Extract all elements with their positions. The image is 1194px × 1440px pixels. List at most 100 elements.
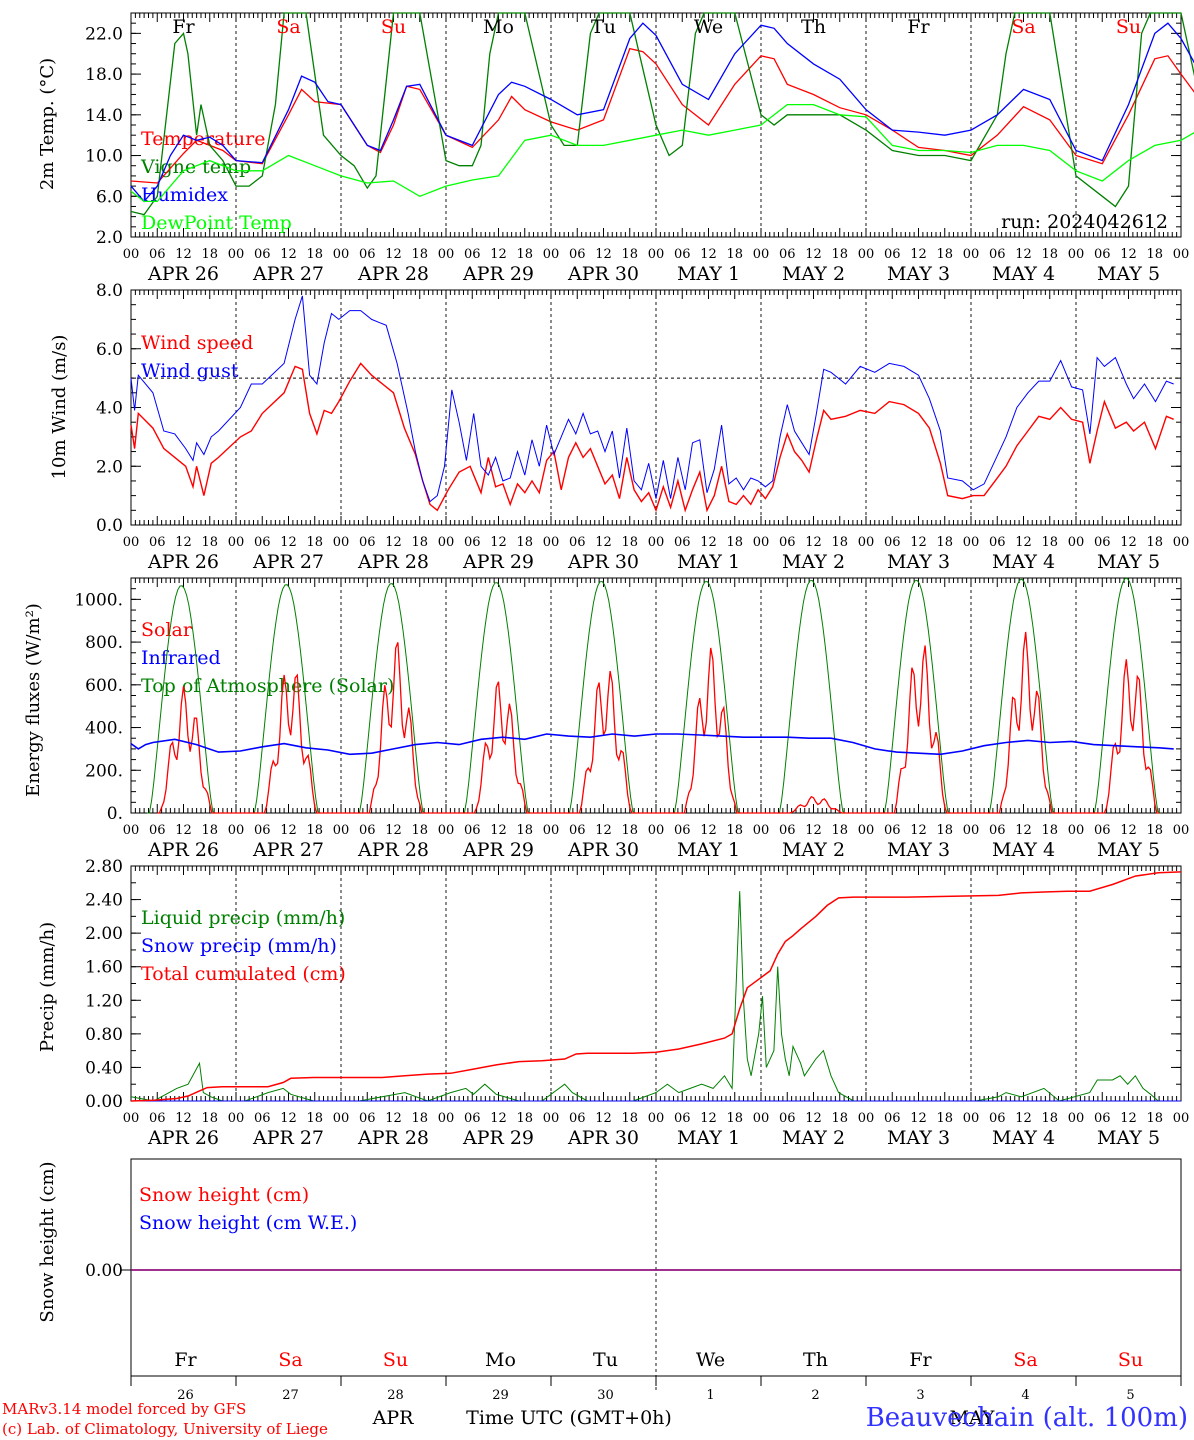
- hour-tick-label: 06: [779, 1111, 796, 1126]
- hour-tick-label: 18: [411, 823, 428, 838]
- hour-tick-label: 06: [149, 247, 166, 262]
- hour-tick-label: 00: [123, 823, 140, 838]
- date-tick-label: APR 29: [462, 263, 534, 285]
- hour-tick-label: 06: [464, 823, 481, 838]
- hour-tick-label: 12: [280, 535, 297, 550]
- hour-tick-label: 18: [831, 823, 848, 838]
- hour-tick-label: 12: [910, 1111, 927, 1126]
- date-tick-label: MAY 5: [1097, 839, 1160, 861]
- hour-tick-label: 12: [490, 1111, 507, 1126]
- hour-tick-label: 06: [674, 247, 691, 262]
- date-tick-label: MAY 1: [677, 551, 740, 573]
- date-tick-label: APR 28: [357, 551, 429, 573]
- y-tick-label: 0.0: [96, 516, 123, 536]
- date-tick-label: MAY 4: [992, 263, 1055, 285]
- hour-tick-label: 18: [936, 247, 953, 262]
- weekday-label: Mo: [485, 1349, 516, 1371]
- date-tick-label: APR 29: [462, 551, 534, 573]
- hour-tick-label: 06: [254, 535, 271, 550]
- hour-tick-label: 12: [385, 823, 402, 838]
- snow-axis-label: Snow height (cm): [37, 1161, 58, 1322]
- hour-tick-label: 00: [543, 823, 560, 838]
- date-tick-label: APR 27: [252, 839, 324, 861]
- date-tick-label: APR 28: [357, 263, 429, 285]
- hour-tick-label: 00: [963, 823, 980, 838]
- hour-tick-label: 18: [936, 823, 953, 838]
- hour-tick-label: 06: [359, 823, 376, 838]
- hour-tick-label: 12: [1120, 535, 1137, 550]
- y-tick-label: 0.00: [85, 1092, 123, 1112]
- hour-tick-label: 12: [595, 247, 612, 262]
- weekday-label: Sa: [1011, 16, 1035, 38]
- hour-tick-label: 12: [385, 535, 402, 550]
- hour-tick-label: 18: [411, 1111, 428, 1126]
- month-label-apr: APR: [372, 1407, 415, 1429]
- date-tick-label: MAY 3: [887, 1127, 950, 1149]
- hour-tick-label: 18: [621, 247, 638, 262]
- hour-tick-label: 00: [1173, 247, 1190, 262]
- hour-tick-label: 06: [464, 1111, 481, 1126]
- day-number-label: 1: [706, 1388, 714, 1403]
- series-line-2: [130, 871, 1182, 1102]
- hour-tick-label: 00: [753, 823, 770, 838]
- y-tick-label: 22.0: [85, 24, 123, 44]
- hour-tick-label: 06: [989, 535, 1006, 550]
- date-tick-label: APR 27: [252, 551, 324, 573]
- hour-tick-label: 12: [1015, 823, 1032, 838]
- weekday-label: Sa: [276, 16, 300, 38]
- weekday-label: Su: [1116, 16, 1141, 38]
- date-tick-label: MAY 2: [782, 839, 845, 861]
- hour-tick-label: 18: [1146, 247, 1163, 262]
- hour-tick-label: 18: [411, 247, 428, 262]
- weekday-label: Mo: [483, 16, 514, 38]
- hour-tick-label: 00: [438, 823, 455, 838]
- date-tick-label: APR 30: [567, 551, 639, 573]
- hour-tick-label: 12: [280, 247, 297, 262]
- hour-tick-label: 06: [1094, 1111, 1111, 1126]
- day-number-label: 26: [177, 1388, 194, 1403]
- y-tick-label: 0.40: [85, 1058, 123, 1078]
- lab-note: (c) Lab. of Climatology, University of L…: [2, 1420, 328, 1438]
- hour-tick-label: 06: [254, 247, 271, 262]
- weekday-label: Fr: [174, 1349, 197, 1371]
- hour-tick-label: 06: [149, 1111, 166, 1126]
- y-tick-label: 2.0: [96, 457, 123, 477]
- weekday-label: We: [694, 16, 723, 38]
- day-number-label: 3: [916, 1388, 924, 1403]
- wind-axis-label: 10m Wind (m/s): [49, 335, 70, 480]
- hour-tick-label: 06: [674, 1111, 691, 1126]
- y-tick-label: 6.0: [96, 187, 123, 207]
- date-tick-label: APR 30: [567, 839, 639, 861]
- hour-tick-label: 12: [385, 247, 402, 262]
- hour-tick-label: 18: [831, 535, 848, 550]
- hour-tick-label: 06: [254, 823, 271, 838]
- footer: MARv3.14 model forced by GFS (c) Lab. of…: [2, 1400, 1188, 1438]
- y-tick-label: 1000.: [74, 590, 123, 610]
- hour-tick-label: 00: [333, 247, 350, 262]
- hour-tick-label: 00: [123, 1111, 140, 1126]
- hour-tick-label: 06: [989, 1111, 1006, 1126]
- day-number-label: 27: [282, 1388, 299, 1403]
- energy-axis-label: Energy fluxes (W/m²): [23, 603, 44, 797]
- hour-tick-label: 06: [989, 247, 1006, 262]
- hour-tick-label: 12: [1120, 823, 1137, 838]
- hour-tick-label: 12: [910, 535, 927, 550]
- weekday-label: Su: [381, 16, 406, 38]
- hour-tick-label: 18: [306, 1111, 323, 1126]
- hour-tick-label: 06: [779, 823, 796, 838]
- hour-tick-label: 00: [228, 1111, 245, 1126]
- y-tick-label: 2.0: [96, 228, 123, 248]
- legend-snow-precip: Snow precip (mm/h): [141, 935, 337, 957]
- date-tick-label: MAY 3: [887, 839, 950, 861]
- hour-tick-label: 12: [805, 823, 822, 838]
- temperature-axis-label: 2m Temp. (°C): [37, 58, 58, 190]
- hour-tick-label: 00: [858, 535, 875, 550]
- hour-tick-label: 00: [1068, 535, 1085, 550]
- hour-tick-label: 00: [543, 1111, 560, 1126]
- hour-tick-label: 00: [858, 1111, 875, 1126]
- hour-tick-label: 12: [700, 535, 717, 550]
- hour-tick-label: 00: [648, 1111, 665, 1126]
- date-tick-label: MAY 1: [677, 263, 740, 285]
- hour-tick-label: 06: [569, 1111, 586, 1126]
